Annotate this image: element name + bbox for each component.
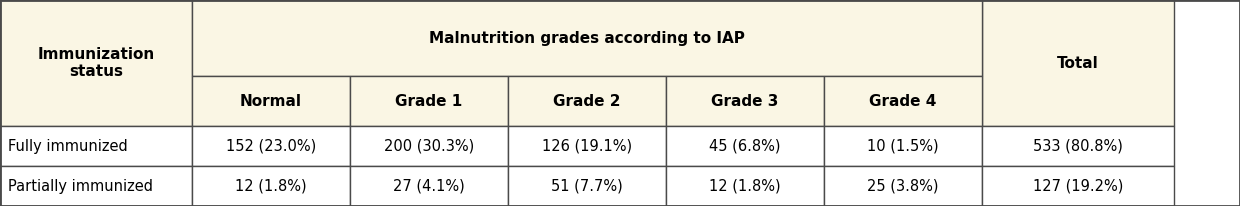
Bar — [350, 166, 508, 206]
Bar — [825, 76, 982, 126]
Text: Grade 1: Grade 1 — [396, 94, 463, 109]
Text: Grade 4: Grade 4 — [869, 94, 936, 109]
Text: 127 (19.2%): 127 (19.2%) — [1033, 179, 1123, 193]
Bar — [0, 166, 192, 206]
Bar — [982, 126, 1174, 166]
Text: 126 (19.1%): 126 (19.1%) — [542, 138, 632, 153]
Text: Total: Total — [1058, 55, 1099, 70]
Text: 10 (1.5%): 10 (1.5%) — [867, 138, 939, 153]
Bar — [0, 126, 192, 166]
Bar — [508, 76, 666, 126]
Text: 152 (23.0%): 152 (23.0%) — [226, 138, 316, 153]
Bar — [982, 0, 1174, 126]
Bar — [192, 166, 350, 206]
Bar — [192, 0, 982, 76]
Bar — [192, 76, 350, 126]
Text: Normal: Normal — [241, 94, 303, 109]
Bar — [350, 126, 508, 166]
Text: 27 (4.1%): 27 (4.1%) — [393, 179, 465, 193]
Bar — [508, 126, 666, 166]
Bar — [0, 0, 192, 126]
Text: Partially immunized: Partially immunized — [7, 179, 153, 193]
Bar — [666, 126, 825, 166]
Text: 12 (1.8%): 12 (1.8%) — [709, 179, 781, 193]
Text: Immunization
status: Immunization status — [37, 47, 155, 79]
Text: Fully immunized: Fully immunized — [7, 138, 128, 153]
Text: Malnutrition grades according to IAP: Malnutrition grades according to IAP — [429, 30, 745, 46]
Text: 45 (6.8%): 45 (6.8%) — [709, 138, 781, 153]
Bar — [508, 166, 666, 206]
Text: Grade 3: Grade 3 — [712, 94, 779, 109]
Bar — [825, 126, 982, 166]
Bar — [192, 126, 350, 166]
Bar — [982, 166, 1174, 206]
Bar — [350, 76, 508, 126]
Text: 12 (1.8%): 12 (1.8%) — [236, 179, 306, 193]
Text: 51 (7.7%): 51 (7.7%) — [551, 179, 622, 193]
Text: Grade 2: Grade 2 — [553, 94, 621, 109]
Text: 200 (30.3%): 200 (30.3%) — [384, 138, 474, 153]
Text: 533 (80.8%): 533 (80.8%) — [1033, 138, 1123, 153]
Bar — [825, 166, 982, 206]
Bar — [666, 76, 825, 126]
Bar — [666, 166, 825, 206]
Text: 25 (3.8%): 25 (3.8%) — [867, 179, 939, 193]
